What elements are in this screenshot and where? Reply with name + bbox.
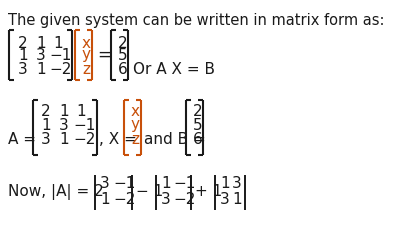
Text: 1: 1	[18, 48, 28, 62]
Text: 3: 3	[160, 193, 170, 207]
Text: The given system can be written in matrix form as:: The given system can be written in matri…	[8, 13, 383, 28]
Text: 5: 5	[118, 48, 127, 62]
Text: −2: −2	[73, 132, 95, 148]
Text: 3: 3	[100, 176, 109, 192]
Text: −1: −1	[172, 176, 195, 192]
Text: , X =: , X =	[99, 132, 136, 148]
Text: 6: 6	[118, 61, 128, 77]
Text: 1: 1	[36, 61, 45, 77]
Text: 2: 2	[192, 104, 202, 120]
Text: −1: −1	[49, 48, 71, 62]
Text: and B =: and B =	[144, 132, 205, 148]
Text: Now, |A| = 2: Now, |A| = 2	[8, 184, 103, 200]
Text: z: z	[131, 132, 139, 148]
Text: 2: 2	[41, 104, 51, 120]
Text: 1: 1	[59, 132, 69, 148]
Text: x: x	[131, 104, 140, 120]
Text: y: y	[82, 48, 91, 62]
Text: + 1: + 1	[194, 184, 222, 200]
Text: 1: 1	[59, 104, 69, 120]
Text: 5: 5	[192, 118, 202, 132]
Text: 3: 3	[231, 176, 241, 192]
Text: 1: 1	[160, 176, 170, 192]
Text: − 1: − 1	[136, 184, 163, 200]
Text: −2: −2	[113, 193, 135, 207]
Text: 1: 1	[53, 35, 63, 51]
Text: y: y	[131, 118, 140, 132]
Text: 1: 1	[36, 35, 45, 51]
Text: 1: 1	[219, 176, 229, 192]
Text: 6: 6	[192, 132, 202, 148]
Text: −2: −2	[172, 193, 195, 207]
Text: 1: 1	[100, 193, 109, 207]
Text: 1: 1	[231, 193, 241, 207]
Text: 3: 3	[59, 118, 69, 132]
Text: −2: −2	[49, 61, 71, 77]
Text: −1: −1	[113, 176, 135, 192]
Text: 2: 2	[18, 35, 28, 51]
Text: 1: 1	[76, 104, 85, 120]
Text: Or A X = B: Or A X = B	[133, 61, 215, 77]
Text: A =: A =	[8, 132, 36, 148]
Text: 3: 3	[36, 48, 46, 62]
Text: 1: 1	[41, 118, 51, 132]
Text: −1: −1	[73, 118, 95, 132]
Text: z: z	[82, 61, 90, 77]
Text: 3: 3	[41, 132, 51, 148]
Text: 3: 3	[18, 61, 28, 77]
Text: =: =	[97, 46, 111, 64]
Text: 3: 3	[219, 193, 229, 207]
Text: 2: 2	[118, 35, 127, 51]
Text: x: x	[82, 35, 91, 51]
